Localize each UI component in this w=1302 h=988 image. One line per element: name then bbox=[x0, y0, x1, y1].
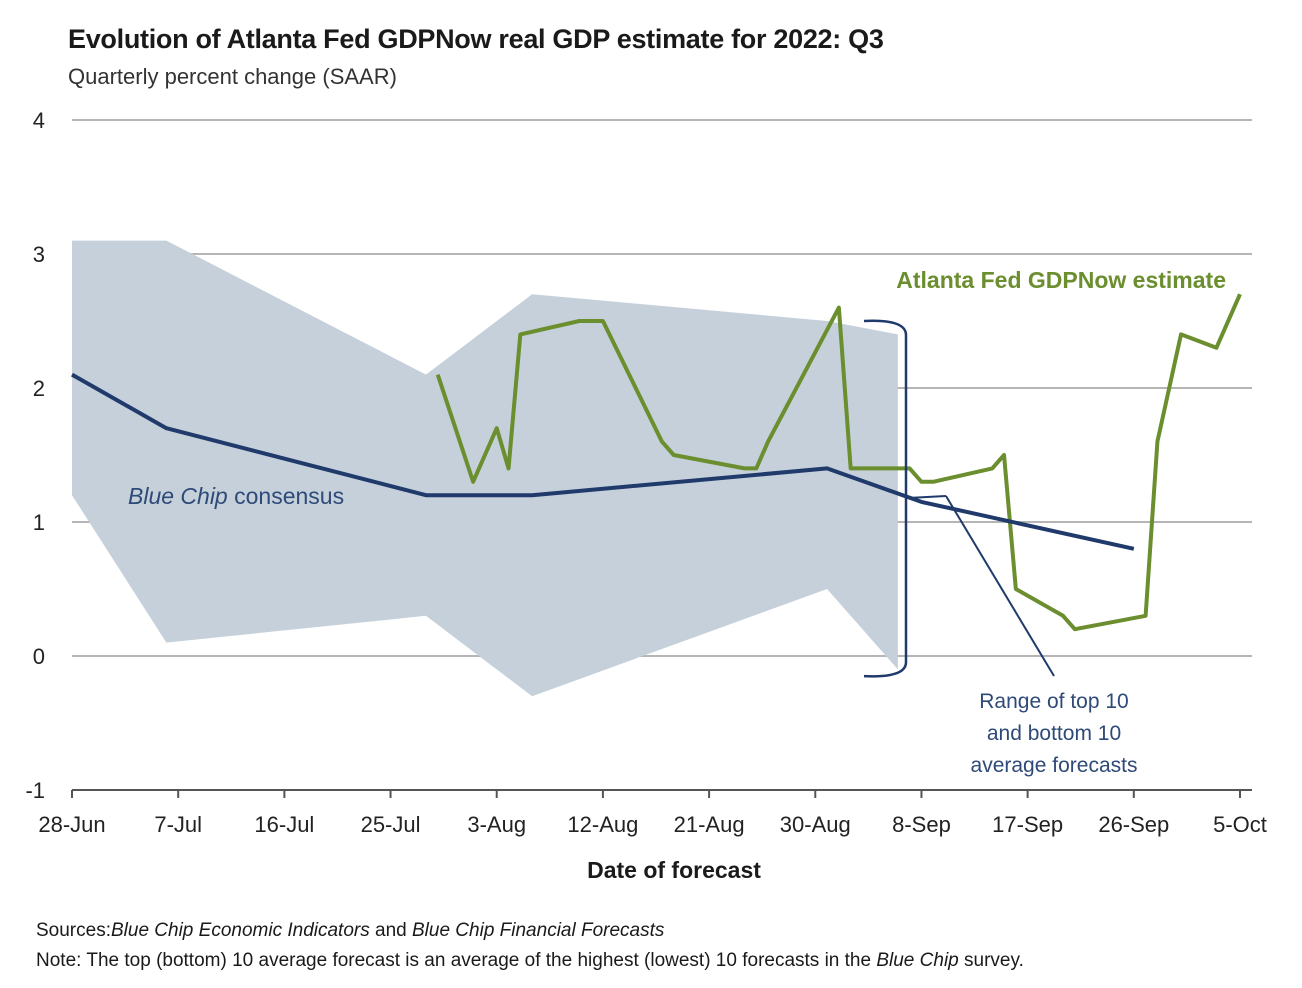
range-leader-line bbox=[945, 495, 1055, 677]
bluechip-series-label: Blue Chip consensus bbox=[128, 483, 344, 509]
note-line: Note: The top (bottom) 10 average foreca… bbox=[36, 946, 1024, 976]
x-tick-label: 5-Oct bbox=[1213, 812, 1267, 837]
y-tick-label: 3 bbox=[33, 242, 45, 267]
x-tick-label: 17-Sep bbox=[992, 812, 1063, 837]
y-tick-label: 2 bbox=[33, 376, 45, 401]
x-tick-label: 3-Aug bbox=[467, 812, 526, 837]
range-band-area bbox=[72, 240, 898, 697]
range-leader-top bbox=[907, 495, 947, 499]
x-tick-label: 7-Jul bbox=[154, 812, 202, 837]
x-tick-label: 25-Jul bbox=[361, 812, 421, 837]
note-label: Note: bbox=[36, 950, 82, 971]
gdpnow-series-label: Atlanta Fed GDPNow estimate bbox=[896, 267, 1226, 293]
annotations: Atlanta Fed GDPNow estimate Blue Chip con… bbox=[128, 267, 1226, 777]
y-tick-label: -1 bbox=[25, 778, 45, 803]
x-tick-label: 16-Jul bbox=[254, 812, 314, 837]
bluechip-label-italic: Blue Chip bbox=[128, 483, 228, 509]
bluechip-label-rest: consensus bbox=[228, 483, 344, 509]
bluechip-consensus-line bbox=[71, 372, 1135, 551]
gdpnow-line bbox=[435, 293, 1242, 632]
chart-title: Evolution of Atlanta Fed GDPNow real GDP… bbox=[68, 24, 884, 54]
axes: -1 0 1 2 3 4 28-Jun 7-Jul 16-Jul 25-Jul 3-Aug 12-Au… bbox=[25, 108, 1266, 883]
chart-subtitle: Quarterly percent change (SAAR) bbox=[68, 64, 397, 89]
x-tick-label: 30-Aug bbox=[780, 812, 851, 837]
note-italic: Blue Chip bbox=[876, 950, 959, 971]
range-label-line: Range of top 10 bbox=[979, 690, 1128, 713]
note-text-1: The top (bottom) 10 average forecast is … bbox=[81, 950, 877, 971]
series-lines bbox=[71, 293, 1242, 632]
forecast-range-band bbox=[72, 240, 898, 697]
range-label-line: and bottom 10 bbox=[987, 722, 1121, 745]
x-tick-label: 26-Sep bbox=[1098, 812, 1169, 837]
y-tick-label: 1 bbox=[33, 510, 45, 535]
range-label-line: average forecasts bbox=[971, 754, 1138, 777]
footnotes: Sources:Blue Chip Economic Indicators an… bbox=[36, 916, 1024, 976]
sources-and: and bbox=[369, 920, 412, 941]
x-tick-label: 21-Aug bbox=[674, 812, 745, 837]
y-tick-label: 0 bbox=[33, 644, 45, 669]
note-text-2: survey. bbox=[958, 950, 1024, 971]
sources-label: Sources: bbox=[36, 920, 111, 941]
sources-line: Sources:Blue Chip Economic Indicators an… bbox=[36, 916, 1024, 946]
y-tick-label: 4 bbox=[33, 108, 45, 133]
x-tick-label: 8-Sep bbox=[892, 812, 951, 837]
sources-title-2: Blue Chip Financial Forecasts bbox=[412, 920, 665, 941]
x-tick-label: 12-Aug bbox=[567, 812, 638, 837]
x-tick-label: 28-Jun bbox=[38, 812, 105, 837]
range-bracket bbox=[863, 319, 908, 678]
sources-title-1: Blue Chip Economic Indicators bbox=[110, 920, 370, 941]
chart-svg: -1 0 1 2 3 4 28-Jun 7-Jul 16-Jul 25-Jul 3-Aug 12-Au… bbox=[25, 108, 1266, 883]
x-axis-title: Date of forecast bbox=[587, 857, 761, 883]
